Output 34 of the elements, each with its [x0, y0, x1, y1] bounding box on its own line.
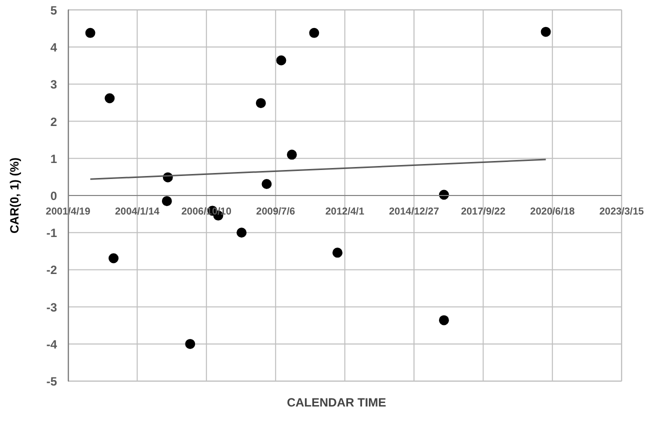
- x-tick-label: 2020/6/18: [530, 206, 576, 218]
- point: [276, 55, 286, 66]
- y-tick-label: 5: [50, 3, 58, 18]
- point: [104, 93, 115, 104]
- y-tick-label: -1: [46, 226, 58, 240]
- x-axis-title: CALENDAR TIME: [286, 396, 386, 410]
- point: [236, 228, 247, 238]
- x-tick-label: 2012/4/1: [325, 206, 365, 218]
- point: [256, 98, 266, 108]
- point: [262, 179, 272, 189]
- point: [332, 248, 342, 258]
- y-tick-label: 1: [50, 152, 58, 166]
- y-tick-label: 2: [50, 114, 58, 129]
- x-tick-label: 2004/1/14: [114, 206, 160, 218]
- point: [85, 28, 96, 38]
- point: [108, 253, 119, 264]
- y-axis-title: CAR(0, 1) (%): [8, 157, 22, 234]
- point: [438, 315, 449, 326]
- y-tick-label: 0: [50, 189, 58, 203]
- x-tick-label: 2023/3/15: [599, 206, 644, 218]
- point: [309, 28, 320, 38]
- x-tick-label: 2014/12/27: [388, 206, 440, 218]
- point: [286, 150, 297, 160]
- y-tick-label: -4: [46, 337, 58, 352]
- point: [540, 26, 551, 37]
- y-tick-label: -3: [46, 300, 58, 314]
- x-tick-label: 2017/9/22: [460, 206, 506, 218]
- point: [185, 338, 196, 349]
- y-tick-label: -2: [46, 263, 58, 278]
- x-tick-label: 2009/7/6: [256, 206, 296, 218]
- y-tick-label: -5: [46, 374, 58, 389]
- y-tick-label: 3: [50, 78, 58, 92]
- point: [162, 196, 172, 206]
- y-tick-label: 4: [50, 40, 58, 55]
